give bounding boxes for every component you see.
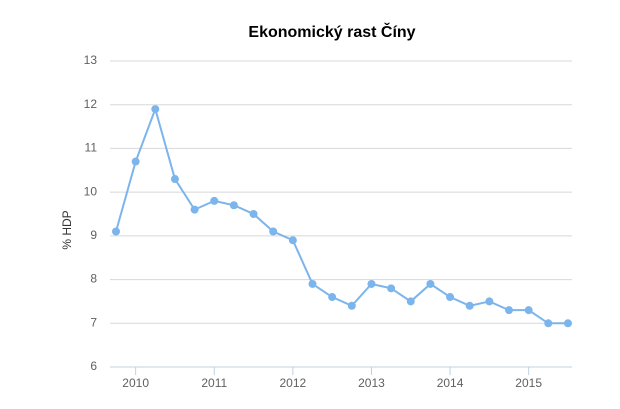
data-point [151, 105, 160, 114]
data-point [170, 175, 179, 184]
data-point [367, 279, 376, 288]
data-point [347, 301, 356, 310]
data-point [269, 227, 278, 236]
data-point [426, 279, 435, 288]
x-tick-label: 2012 [279, 376, 306, 390]
x-tick-label: 2010 [122, 376, 149, 390]
data-point [387, 284, 396, 293]
chart-title: Ekonomický rast Číny [248, 22, 415, 41]
data-line [115, 105, 568, 325]
data-point [308, 279, 317, 288]
y-tick-label: 12 [84, 97, 98, 111]
data-point [524, 306, 533, 315]
data-point [563, 319, 572, 328]
data-point [210, 196, 219, 205]
data-point [465, 301, 474, 310]
y-tick-label: 9 [90, 228, 97, 242]
y-tick-label: 8 [90, 272, 97, 286]
x-tick-label: 2013 [358, 376, 385, 390]
y-tick-label: 10 [84, 184, 98, 198]
y-tick-label: 11 [85, 141, 98, 155]
data-point [190, 205, 199, 214]
data-point [544, 319, 553, 328]
data-point [131, 157, 140, 166]
y-tick-label: 7 [90, 315, 97, 329]
data-point [249, 210, 258, 218]
y-tick-label: 13 [84, 53, 98, 67]
data-point [112, 227, 120, 236]
x-tick-label: 2014 [437, 376, 464, 390]
data-point [406, 297, 415, 306]
data-point [328, 293, 337, 302]
data-point [505, 306, 513, 315]
data-point [288, 236, 297, 245]
x-tick-label: 2011 [201, 376, 227, 390]
y-tick-label: 6 [90, 359, 97, 373]
y-axis-label: % HDP [60, 210, 74, 249]
x-tick-label: 2015 [515, 376, 542, 390]
data-point [229, 201, 238, 210]
data-point [485, 297, 494, 306]
data-point [446, 293, 455, 302]
